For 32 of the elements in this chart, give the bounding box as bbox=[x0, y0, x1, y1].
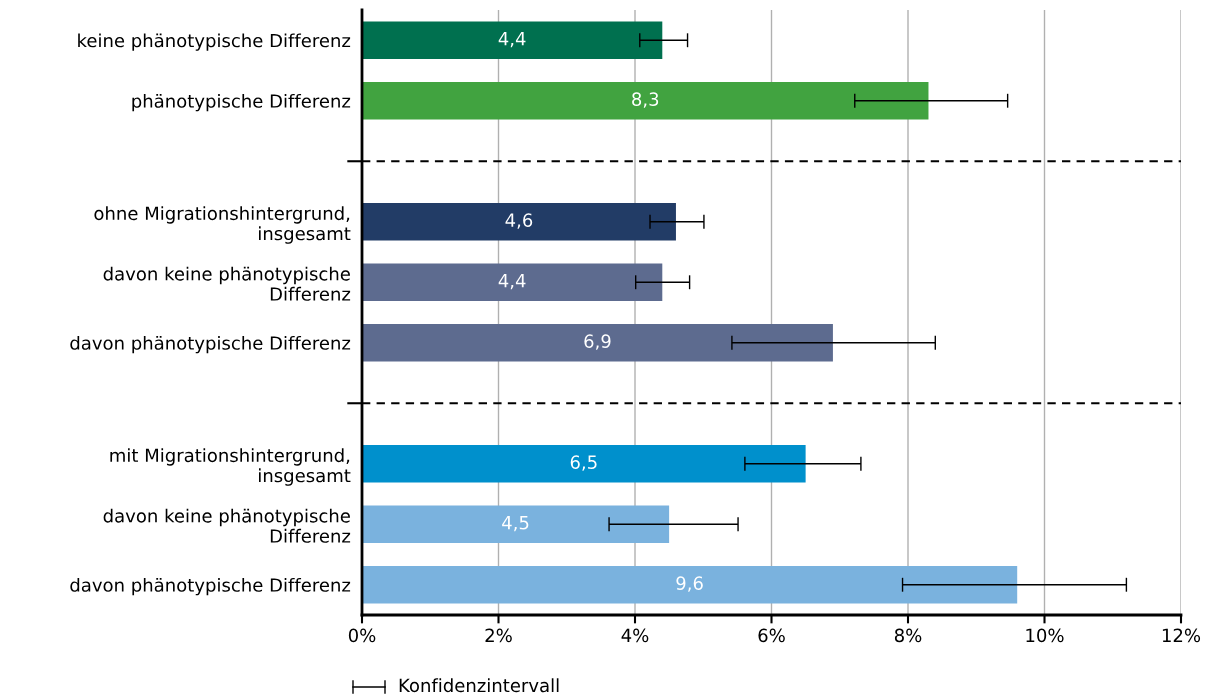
data-label: 9,6 bbox=[676, 576, 703, 592]
bar bbox=[362, 21, 663, 60]
bar bbox=[362, 263, 663, 302]
bar bbox=[362, 565, 1018, 604]
x-tick-label: 6% bbox=[758, 628, 785, 643]
x-tick-label: 0% bbox=[348, 628, 376, 643]
data-label: 8,3 bbox=[632, 92, 659, 108]
bar bbox=[362, 444, 806, 483]
data-label: 6,9 bbox=[584, 334, 611, 350]
y-tick-label: davon phänotypische Differenz bbox=[70, 335, 351, 354]
bar bbox=[362, 82, 929, 120]
x-tick-label: 12% bbox=[1162, 628, 1201, 643]
y-tick-label: davon keine phänotypische Differenz bbox=[103, 266, 351, 301]
y-tick-label: davon phänotypische Differenz bbox=[70, 577, 351, 596]
x-tick-label: 4% bbox=[621, 628, 649, 643]
y-tick-label: ohne Migrationshintergrund, insgesamt bbox=[94, 206, 351, 244]
x-tick-label: 10% bbox=[1026, 628, 1064, 643]
x-tick-label: 8% bbox=[894, 628, 922, 643]
data-label: 4,6 bbox=[505, 213, 533, 229]
data-label: 4,5 bbox=[502, 516, 529, 532]
bar bbox=[362, 203, 676, 241]
text: Konfidenzintervall bbox=[399, 678, 559, 693]
data-label: 4,4 bbox=[498, 274, 526, 290]
bar bbox=[362, 505, 670, 543]
data-label: 6,5 bbox=[570, 455, 597, 471]
y-tick-label: davon keine phänotypische Differenz bbox=[103, 508, 351, 543]
y-tick-label: phänotypische Differenz bbox=[132, 93, 351, 112]
bar bbox=[362, 324, 833, 362]
y-tick-label: mit Migrationshintergrund, insgesamt bbox=[110, 448, 351, 486]
data-label: 4,4 bbox=[498, 32, 526, 48]
x-tick-label: 2% bbox=[485, 628, 512, 643]
y-tick-label: keine phänotypische Differenz bbox=[78, 33, 351, 51]
